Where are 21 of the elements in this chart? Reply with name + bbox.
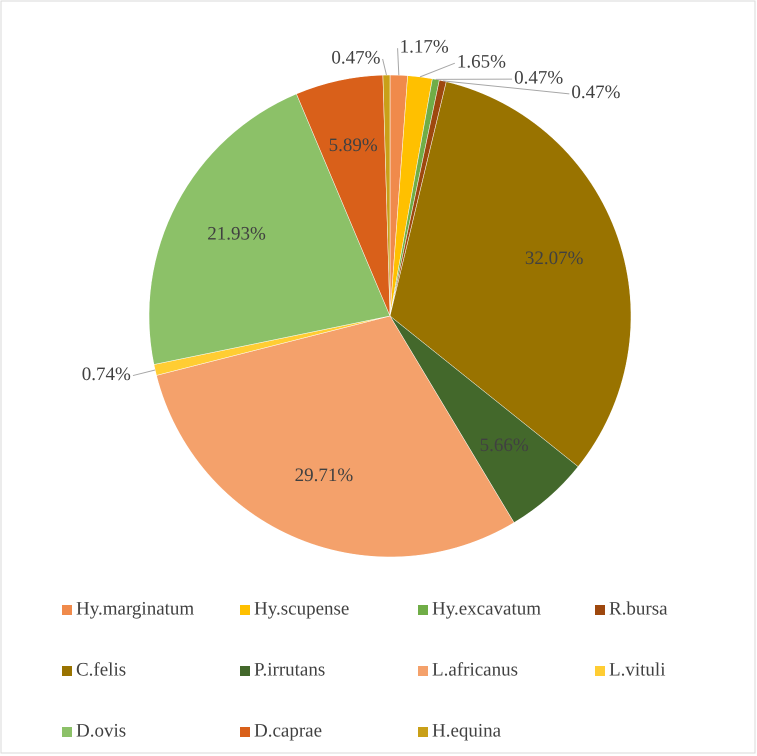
data-label: 29.71% bbox=[294, 464, 354, 486]
legend-label: C.felis bbox=[76, 659, 126, 680]
legend-label: R.bursa bbox=[609, 598, 668, 620]
data-label: 32.07% bbox=[524, 248, 584, 270]
legend-label: Hy.scupense bbox=[254, 598, 350, 620]
legend-label: D.caprae bbox=[254, 720, 322, 742]
legend-label: D.ovis bbox=[76, 720, 126, 742]
legend-label: Hy.excavatum bbox=[432, 598, 542, 620]
data-label: 0.74% bbox=[82, 364, 131, 385]
data-label: 0.47% bbox=[331, 47, 381, 68]
legend-label: L.africanus bbox=[432, 659, 518, 680]
data-label: 1.17% bbox=[400, 36, 449, 58]
legend-label: H.equina bbox=[432, 720, 502, 742]
data-label: 0.47% bbox=[571, 82, 621, 104]
legend-label: Hy.marginatum bbox=[76, 598, 194, 620]
data-label: 21.93% bbox=[207, 224, 266, 245]
legend-label: P.irrutans bbox=[254, 659, 326, 680]
data-label: 5.89% bbox=[328, 134, 378, 156]
data-label: 0.47% bbox=[514, 67, 564, 88]
legend-label: L.vituli bbox=[609, 659, 666, 680]
data-label: 1.65% bbox=[456, 52, 506, 73]
